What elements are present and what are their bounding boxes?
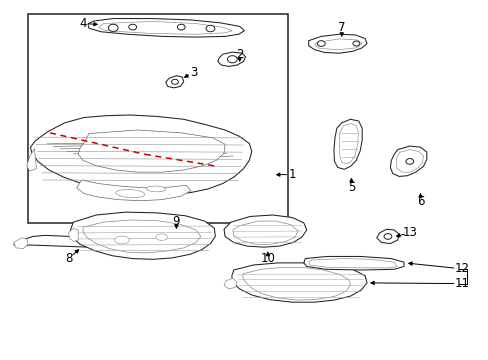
Circle shape — [383, 234, 391, 239]
Polygon shape — [333, 119, 362, 169]
Polygon shape — [308, 258, 396, 268]
Polygon shape — [231, 263, 366, 302]
Polygon shape — [99, 21, 232, 34]
Polygon shape — [224, 278, 236, 289]
Circle shape — [108, 24, 118, 31]
Polygon shape — [217, 52, 245, 66]
Polygon shape — [68, 228, 78, 242]
Polygon shape — [232, 221, 297, 244]
Circle shape — [227, 56, 237, 63]
Text: 12: 12 — [454, 262, 469, 275]
Circle shape — [177, 24, 185, 30]
Circle shape — [171, 79, 178, 84]
Polygon shape — [242, 267, 350, 300]
Text: 4: 4 — [79, 17, 87, 30]
Circle shape — [205, 25, 214, 32]
Ellipse shape — [156, 234, 167, 240]
Polygon shape — [77, 180, 191, 201]
Circle shape — [405, 158, 413, 164]
Text: 1: 1 — [288, 168, 295, 181]
Ellipse shape — [115, 236, 129, 244]
Circle shape — [352, 41, 359, 46]
Text: 5: 5 — [347, 181, 354, 194]
Polygon shape — [314, 39, 362, 50]
Text: 2: 2 — [235, 48, 243, 61]
Text: 9: 9 — [172, 215, 180, 228]
Ellipse shape — [146, 186, 165, 192]
Text: 11: 11 — [454, 277, 469, 290]
Polygon shape — [339, 123, 358, 164]
Polygon shape — [88, 18, 244, 37]
Text: 6: 6 — [416, 195, 424, 208]
Polygon shape — [224, 215, 306, 247]
Polygon shape — [376, 229, 398, 244]
Polygon shape — [165, 76, 183, 88]
Polygon shape — [70, 212, 215, 259]
Circle shape — [128, 24, 136, 30]
Text: 8: 8 — [65, 252, 72, 265]
Text: 10: 10 — [260, 252, 275, 265]
Text: 7: 7 — [337, 21, 345, 33]
Circle shape — [317, 41, 325, 46]
Polygon shape — [14, 235, 106, 247]
Polygon shape — [14, 238, 28, 249]
Polygon shape — [303, 256, 403, 270]
Polygon shape — [389, 146, 426, 176]
Polygon shape — [308, 34, 366, 53]
Polygon shape — [30, 115, 251, 194]
Ellipse shape — [116, 190, 144, 198]
Polygon shape — [78, 130, 224, 172]
Text: 3: 3 — [189, 66, 197, 78]
Text: 13: 13 — [402, 226, 416, 239]
Polygon shape — [83, 220, 201, 253]
Bar — [28, 14, 287, 223]
Polygon shape — [395, 150, 423, 172]
Polygon shape — [27, 149, 36, 171]
